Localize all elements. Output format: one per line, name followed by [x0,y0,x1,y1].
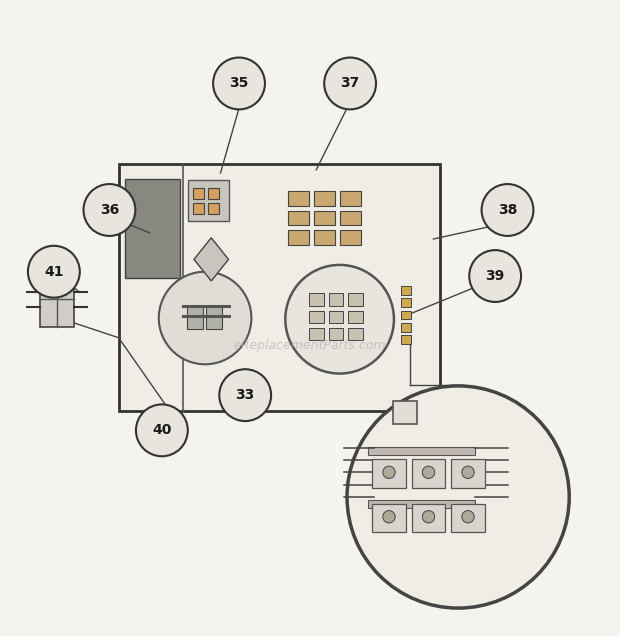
Text: 40: 40 [152,424,172,438]
FancyBboxPatch shape [368,447,476,455]
Text: 41: 41 [44,265,64,279]
FancyBboxPatch shape [314,230,335,245]
FancyBboxPatch shape [401,310,411,319]
FancyBboxPatch shape [393,401,417,424]
FancyBboxPatch shape [340,191,361,205]
Circle shape [28,245,80,298]
FancyBboxPatch shape [208,203,219,214]
FancyBboxPatch shape [193,188,204,200]
Circle shape [383,511,395,523]
FancyBboxPatch shape [401,335,411,344]
Circle shape [136,404,188,456]
Text: eReplacementParts.com: eReplacementParts.com [234,339,386,352]
FancyBboxPatch shape [401,298,411,307]
Circle shape [422,511,435,523]
Circle shape [84,184,135,236]
FancyBboxPatch shape [206,306,223,329]
Circle shape [462,466,474,478]
FancyBboxPatch shape [309,310,324,323]
FancyBboxPatch shape [188,181,229,221]
Circle shape [347,386,569,608]
Circle shape [159,272,251,364]
Circle shape [383,466,395,478]
FancyBboxPatch shape [348,293,363,306]
FancyBboxPatch shape [208,188,219,200]
Text: 39: 39 [485,269,505,283]
Text: 35: 35 [229,76,249,90]
FancyBboxPatch shape [340,211,361,225]
FancyBboxPatch shape [118,163,440,411]
FancyBboxPatch shape [288,230,309,245]
Text: 36: 36 [100,203,119,217]
FancyBboxPatch shape [373,504,405,532]
FancyBboxPatch shape [340,230,361,245]
FancyBboxPatch shape [309,293,324,306]
FancyBboxPatch shape [288,191,309,205]
FancyBboxPatch shape [125,179,180,278]
Circle shape [462,511,474,523]
FancyBboxPatch shape [451,504,485,532]
FancyBboxPatch shape [401,323,411,331]
Circle shape [219,370,271,421]
FancyBboxPatch shape [412,504,445,532]
Circle shape [324,57,376,109]
FancyBboxPatch shape [314,191,335,205]
Circle shape [422,466,435,478]
Polygon shape [194,238,229,281]
Text: 38: 38 [498,203,517,217]
FancyBboxPatch shape [329,328,343,340]
Text: 33: 33 [236,388,255,402]
FancyBboxPatch shape [288,211,309,225]
FancyBboxPatch shape [314,211,335,225]
FancyBboxPatch shape [451,459,485,488]
FancyBboxPatch shape [40,272,74,328]
FancyBboxPatch shape [412,459,445,488]
FancyBboxPatch shape [348,328,363,340]
FancyBboxPatch shape [187,306,203,329]
FancyBboxPatch shape [309,328,324,340]
FancyBboxPatch shape [348,310,363,323]
Circle shape [213,57,265,109]
FancyBboxPatch shape [368,500,476,508]
FancyBboxPatch shape [329,293,343,306]
FancyBboxPatch shape [329,310,343,323]
FancyBboxPatch shape [401,286,411,294]
Text: 37: 37 [340,76,360,90]
Circle shape [285,265,394,373]
FancyBboxPatch shape [373,459,405,488]
Circle shape [469,250,521,302]
Circle shape [482,184,533,236]
FancyBboxPatch shape [193,203,204,214]
